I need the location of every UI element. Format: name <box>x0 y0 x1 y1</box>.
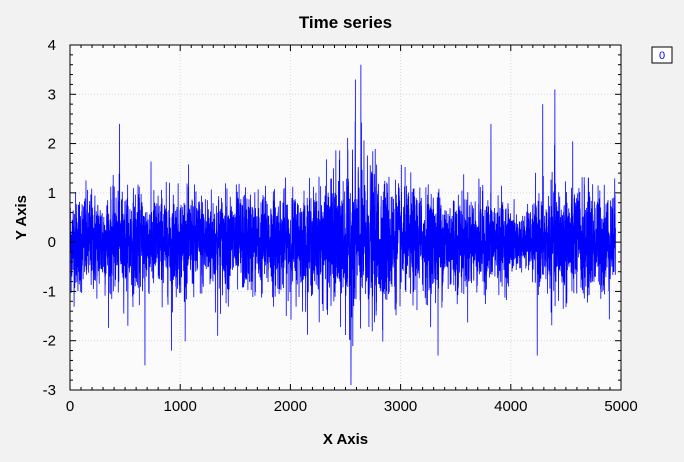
x-tick-label: 1000 <box>164 398 197 415</box>
y-tick-label: 1 <box>48 185 56 202</box>
x-tick-label: 0 <box>66 398 74 415</box>
y-tick-label: 2 <box>48 136 56 153</box>
y-tick-label: 0 <box>48 234 56 251</box>
x-axis-label: X Axis <box>323 431 368 448</box>
axis-ticks: 0 1000 2000 3000 4000 5000 -3 -2 -1 0 1 2 3 4 <box>43 37 638 415</box>
legend: 0 <box>651 46 673 64</box>
legend-box <box>651 46 673 64</box>
series-line-0 <box>69 64 616 386</box>
y-tick-label: -2 <box>43 333 56 350</box>
y-tick-label: -3 <box>43 382 56 399</box>
x-tick-label: 3000 <box>384 398 417 415</box>
y-tick-label: -1 <box>43 283 56 300</box>
x-tick-label: 2000 <box>274 398 307 415</box>
x-tick-label: 4000 <box>494 398 527 415</box>
x-tick-label: 5000 <box>604 398 637 415</box>
legend-entry: 0 <box>659 50 665 62</box>
y-tick-label: 3 <box>48 86 56 103</box>
y-tick-label: 4 <box>48 37 56 54</box>
chart-title: Time series <box>299 13 392 32</box>
series-layer <box>69 64 616 386</box>
y-axis-label: Y Axis <box>13 195 30 240</box>
